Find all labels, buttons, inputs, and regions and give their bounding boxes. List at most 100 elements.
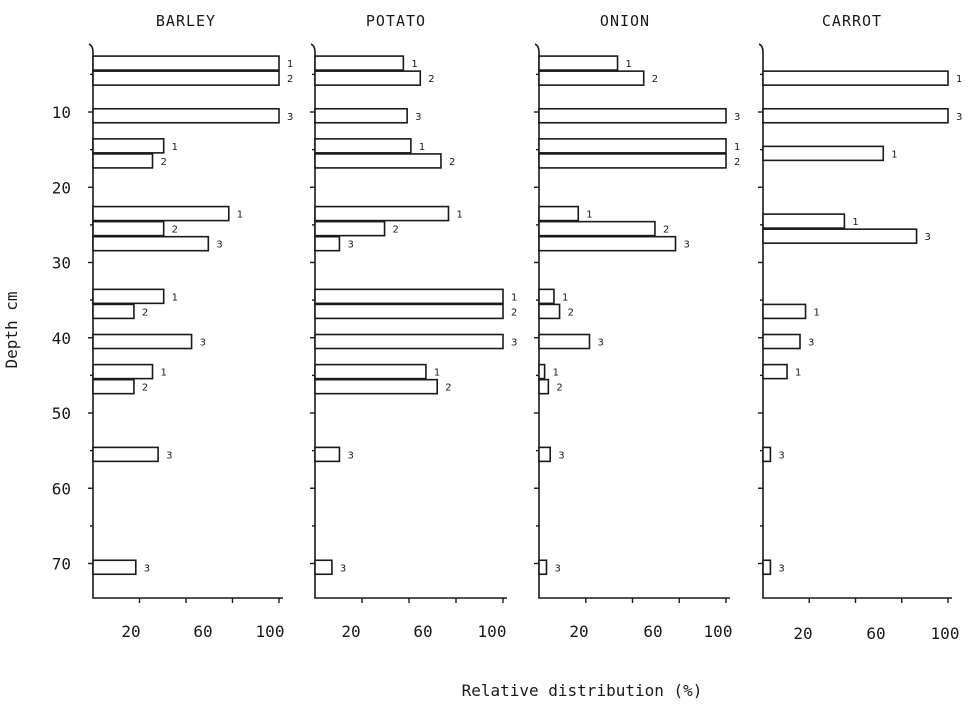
bar [538,220,656,237]
bar-label: 3 [684,240,690,251]
bar [314,446,341,463]
bar-label: 2 [652,74,658,85]
x-tick-label: 60 [413,622,432,641]
bar [538,446,552,463]
bar-label: 1 [287,59,293,70]
bar-label: 1 [586,210,592,221]
bar-label: 2 [142,383,148,394]
bar [314,205,450,222]
x-tick-label: 100 [256,622,285,641]
bar-label: 2 [428,74,434,85]
bar [762,446,772,463]
bar [538,333,591,350]
y-tick-label: 50 [52,404,71,423]
bar-label: 1 [553,368,559,379]
bar [762,70,949,86]
bar [314,378,438,395]
bar [314,70,422,86]
bar-label: 1 [456,210,462,221]
bar [314,107,408,124]
y-tick-label: 30 [52,254,71,273]
bar [538,235,677,252]
bar [314,303,504,320]
bar-label: 1 [161,368,167,379]
y-tick-label: 60 [52,479,71,498]
bar-label: 1 [511,292,517,303]
bar [762,303,807,320]
x-tick-label: 60 [643,622,662,641]
bar [314,55,405,71]
bar-label: 3 [340,563,346,574]
bar-label: 1 [419,142,425,153]
bar-label: 1 [172,142,178,153]
bar-label: 1 [795,368,801,379]
bar-label: 2 [556,383,562,394]
x-axis-label: Relative distribution (%) [462,681,703,700]
bar-label: 3 [415,112,421,123]
bar-label: 1 [891,149,897,160]
bar [314,235,341,252]
bar [538,303,561,320]
y-tick-label: 70 [52,555,71,574]
bar-label: 2 [287,74,293,85]
bar-label: 1 [237,210,243,221]
bar-label: 2 [511,307,517,318]
bar [92,138,165,154]
bar [762,363,788,380]
bar [538,363,546,380]
bar-label: 3 [956,112,962,123]
bar-label: 2 [734,157,740,168]
bar-label: 3 [597,338,603,349]
bar [538,559,548,576]
bar-label: 1 [734,142,740,153]
bar [92,288,165,305]
bar-label: 3 [511,338,517,349]
bar [314,333,504,350]
panel-title: BARLEY [156,12,216,30]
bar [92,220,165,237]
bar [92,446,159,463]
bar-label: 2 [663,225,669,236]
panel-carrot: CARROT 20 60 100 1 3 1 1 3 1 3 1 3 3 [758,12,962,643]
y-axis-label: Depth cm [2,291,21,368]
y-tick-label: 10 [52,103,71,122]
bar-label: 1 [411,59,417,70]
bar [92,70,280,86]
bar-label: 3 [808,338,814,349]
panel-title: ONION [600,12,650,30]
bar-label: 1 [626,59,632,70]
bar [314,363,427,380]
bar-label: 1 [852,217,858,228]
bar-label: 3 [200,338,206,349]
bar [92,205,230,222]
x-tick-label: 20 [121,622,140,641]
bar [762,145,885,162]
bar [538,55,619,71]
bar [762,559,772,576]
x-tick-label: 20 [569,622,588,641]
bar [92,235,210,252]
y-tick-label: 20 [52,178,71,197]
x-tick-label: 20 [341,622,360,641]
bar [92,107,280,124]
bar [314,220,386,237]
x-tick-label: 20 [793,624,812,643]
bar [92,153,154,169]
bar-label: 1 [562,292,568,303]
bar-label: 2 [449,157,455,168]
bar-label: 3 [347,240,353,251]
bar-label: 2 [445,383,451,394]
bar-label: 2 [142,307,148,318]
y-tick-label: 40 [52,329,71,348]
bar-label: 3 [734,112,740,123]
bar [538,107,727,124]
x-tick-label: 100 [704,622,733,641]
bar [762,107,949,124]
bar-label: 2 [161,157,167,168]
bar-label: 3 [778,450,784,461]
x-tick-label: 100 [478,622,507,641]
bar [762,228,918,244]
panel-axes [758,43,952,599]
